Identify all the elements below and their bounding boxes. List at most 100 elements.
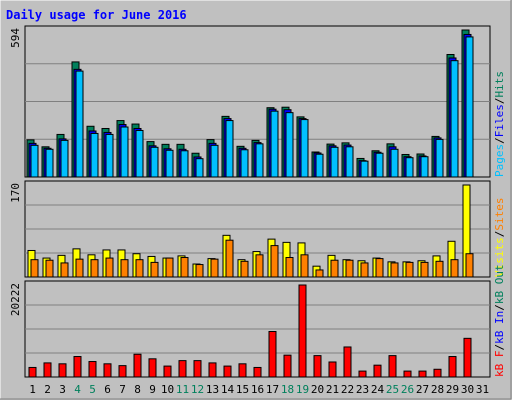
bar-kbf-day-24 — [373, 364, 382, 378]
x-tick-label-day-2: 2 — [44, 383, 51, 396]
bar-sites-day-21 — [330, 259, 339, 278]
bar-kbf-day-9 — [148, 358, 157, 378]
bar-sites-day-9 — [150, 261, 159, 278]
x-tick-label-day-7: 7 — [119, 383, 126, 396]
legend-item: kB Out — [493, 264, 506, 304]
bar-sites-day-20 — [315, 269, 324, 278]
bar-kbf-day-5 — [88, 361, 97, 378]
x-tick-label-day-15: 15 — [236, 383, 249, 396]
bar-sites-day-11 — [180, 257, 189, 278]
bar-pages-day-29 — [450, 60, 459, 178]
x-tick-label-day-19: 19 — [296, 383, 309, 396]
bar-pages-day-28 — [435, 138, 444, 178]
x-tick-label-day-25: 25 — [386, 383, 399, 396]
x-tick-label-day-10: 10 — [161, 383, 174, 396]
bar-pages-day-21 — [330, 146, 339, 178]
bar-pages-day-3 — [60, 139, 69, 178]
bar-pages-day-8 — [135, 129, 144, 178]
legend-item: Files — [493, 104, 506, 137]
legend-item: Visits — [493, 237, 506, 277]
x-tick-label-day-4: 4 — [74, 383, 81, 396]
x-tick-label-day-26: 26 — [401, 383, 414, 396]
bar-sites-day-8 — [135, 259, 144, 278]
y-max-label-visits-sites: 170 — [9, 183, 22, 203]
x-tick-label-day-30: 30 — [461, 383, 474, 396]
bar-kbf-day-6 — [103, 363, 112, 378]
bar-pages-day-1 — [30, 144, 39, 178]
bar-kbf-day-17 — [268, 331, 277, 378]
bar-pages-day-6 — [105, 133, 114, 178]
bar-kbf-day-27 — [418, 370, 427, 378]
x-tick-label-day-6: 6 — [104, 383, 111, 396]
bar-sites-day-17 — [270, 245, 279, 278]
x-tick-label-day-23: 23 — [356, 383, 369, 396]
bar-sites-day-24 — [375, 258, 384, 278]
bar-sites-day-26 — [405, 261, 414, 278]
bar-kbf-day-29 — [448, 356, 457, 378]
bar-pages-day-14 — [225, 120, 234, 178]
bar-kbf-day-19 — [298, 284, 307, 378]
right-legend-hits-files-pages: Pages/Files/Hits — [493, 71, 506, 177]
bar-sites-day-2 — [45, 259, 54, 278]
bar-sites-day-7 — [120, 259, 129, 278]
bar-pages-day-12 — [195, 158, 204, 178]
chart-title: Daily usage for June 2016 — [6, 8, 187, 22]
legend-item: kB In — [493, 311, 506, 344]
bar-kbf-day-30 — [463, 337, 472, 378]
bar-sites-day-1 — [30, 259, 39, 278]
bar-pages-day-24 — [375, 152, 384, 178]
legend-item: Sites — [493, 198, 506, 231]
bar-sites-day-10 — [165, 257, 174, 278]
bar-pages-day-17 — [270, 110, 279, 178]
legend-item: kB F — [493, 351, 506, 378]
bar-sites-day-25 — [390, 262, 399, 278]
x-tick-label-day-29: 29 — [446, 383, 459, 396]
bar-kbf-day-20 — [313, 355, 322, 378]
bar-sites-day-22 — [345, 259, 354, 278]
bar-pages-day-20 — [315, 153, 324, 178]
bar-pages-day-9 — [150, 146, 159, 178]
x-tick-label-day-1: 1 — [29, 383, 36, 396]
right-legend-visits-sites: Visits/Sites — [493, 198, 506, 278]
bar-sites-day-23 — [360, 262, 369, 278]
bar-kbf-day-1 — [28, 366, 37, 378]
y-max-label-kb: 20222 — [9, 283, 22, 316]
bar-kbf-day-23 — [358, 370, 367, 378]
bar-pages-day-22 — [345, 146, 354, 178]
x-tick-label-day-31: 31 — [476, 383, 489, 396]
bar-sites-day-29 — [450, 259, 459, 278]
bar-sites-day-16 — [255, 254, 264, 278]
bar-sites-day-14 — [225, 239, 234, 278]
bar-pages-day-10 — [165, 149, 174, 178]
bar-sites-day-15 — [240, 260, 249, 278]
bar-pages-day-15 — [240, 149, 249, 178]
x-tick-label-day-24: 24 — [371, 383, 385, 396]
bar-kbf-day-28 — [433, 368, 442, 378]
bar-sites-day-30 — [465, 253, 474, 278]
right-legend-kb: kB F/kB In/kB Out — [493, 264, 506, 377]
bar-sites-day-5 — [90, 259, 99, 278]
x-tick-label-day-21: 21 — [326, 383, 339, 396]
bar-kbf-day-22 — [343, 346, 352, 378]
bar-pages-day-4 — [75, 70, 84, 178]
bar-pages-day-19 — [300, 119, 309, 178]
bar-pages-day-16 — [255, 143, 264, 178]
bar-kbf-day-16 — [253, 366, 262, 378]
bar-kbf-day-15 — [238, 363, 247, 378]
x-tick-label-day-5: 5 — [89, 383, 96, 396]
x-tick-label-day-13: 13 — [206, 383, 219, 396]
bar-sites-day-4 — [75, 258, 84, 278]
bar-sites-day-27 — [420, 261, 429, 278]
bar-sites-day-12 — [195, 264, 204, 278]
chart-panels: 59417020222Pages/Files/HitsVisits/Sitesk… — [9, 25, 506, 396]
bar-kbf-day-21 — [328, 361, 337, 378]
bar-pages-day-7 — [120, 126, 129, 178]
x-tick-label-day-22: 22 — [341, 383, 354, 396]
bar-pages-day-27 — [420, 156, 429, 178]
legend-item: / — [493, 137, 506, 144]
x-tick-label-day-3: 3 — [59, 383, 66, 396]
legend-item: / — [493, 304, 506, 311]
legend-item: Hits — [493, 71, 506, 98]
bar-pages-day-5 — [90, 132, 99, 178]
